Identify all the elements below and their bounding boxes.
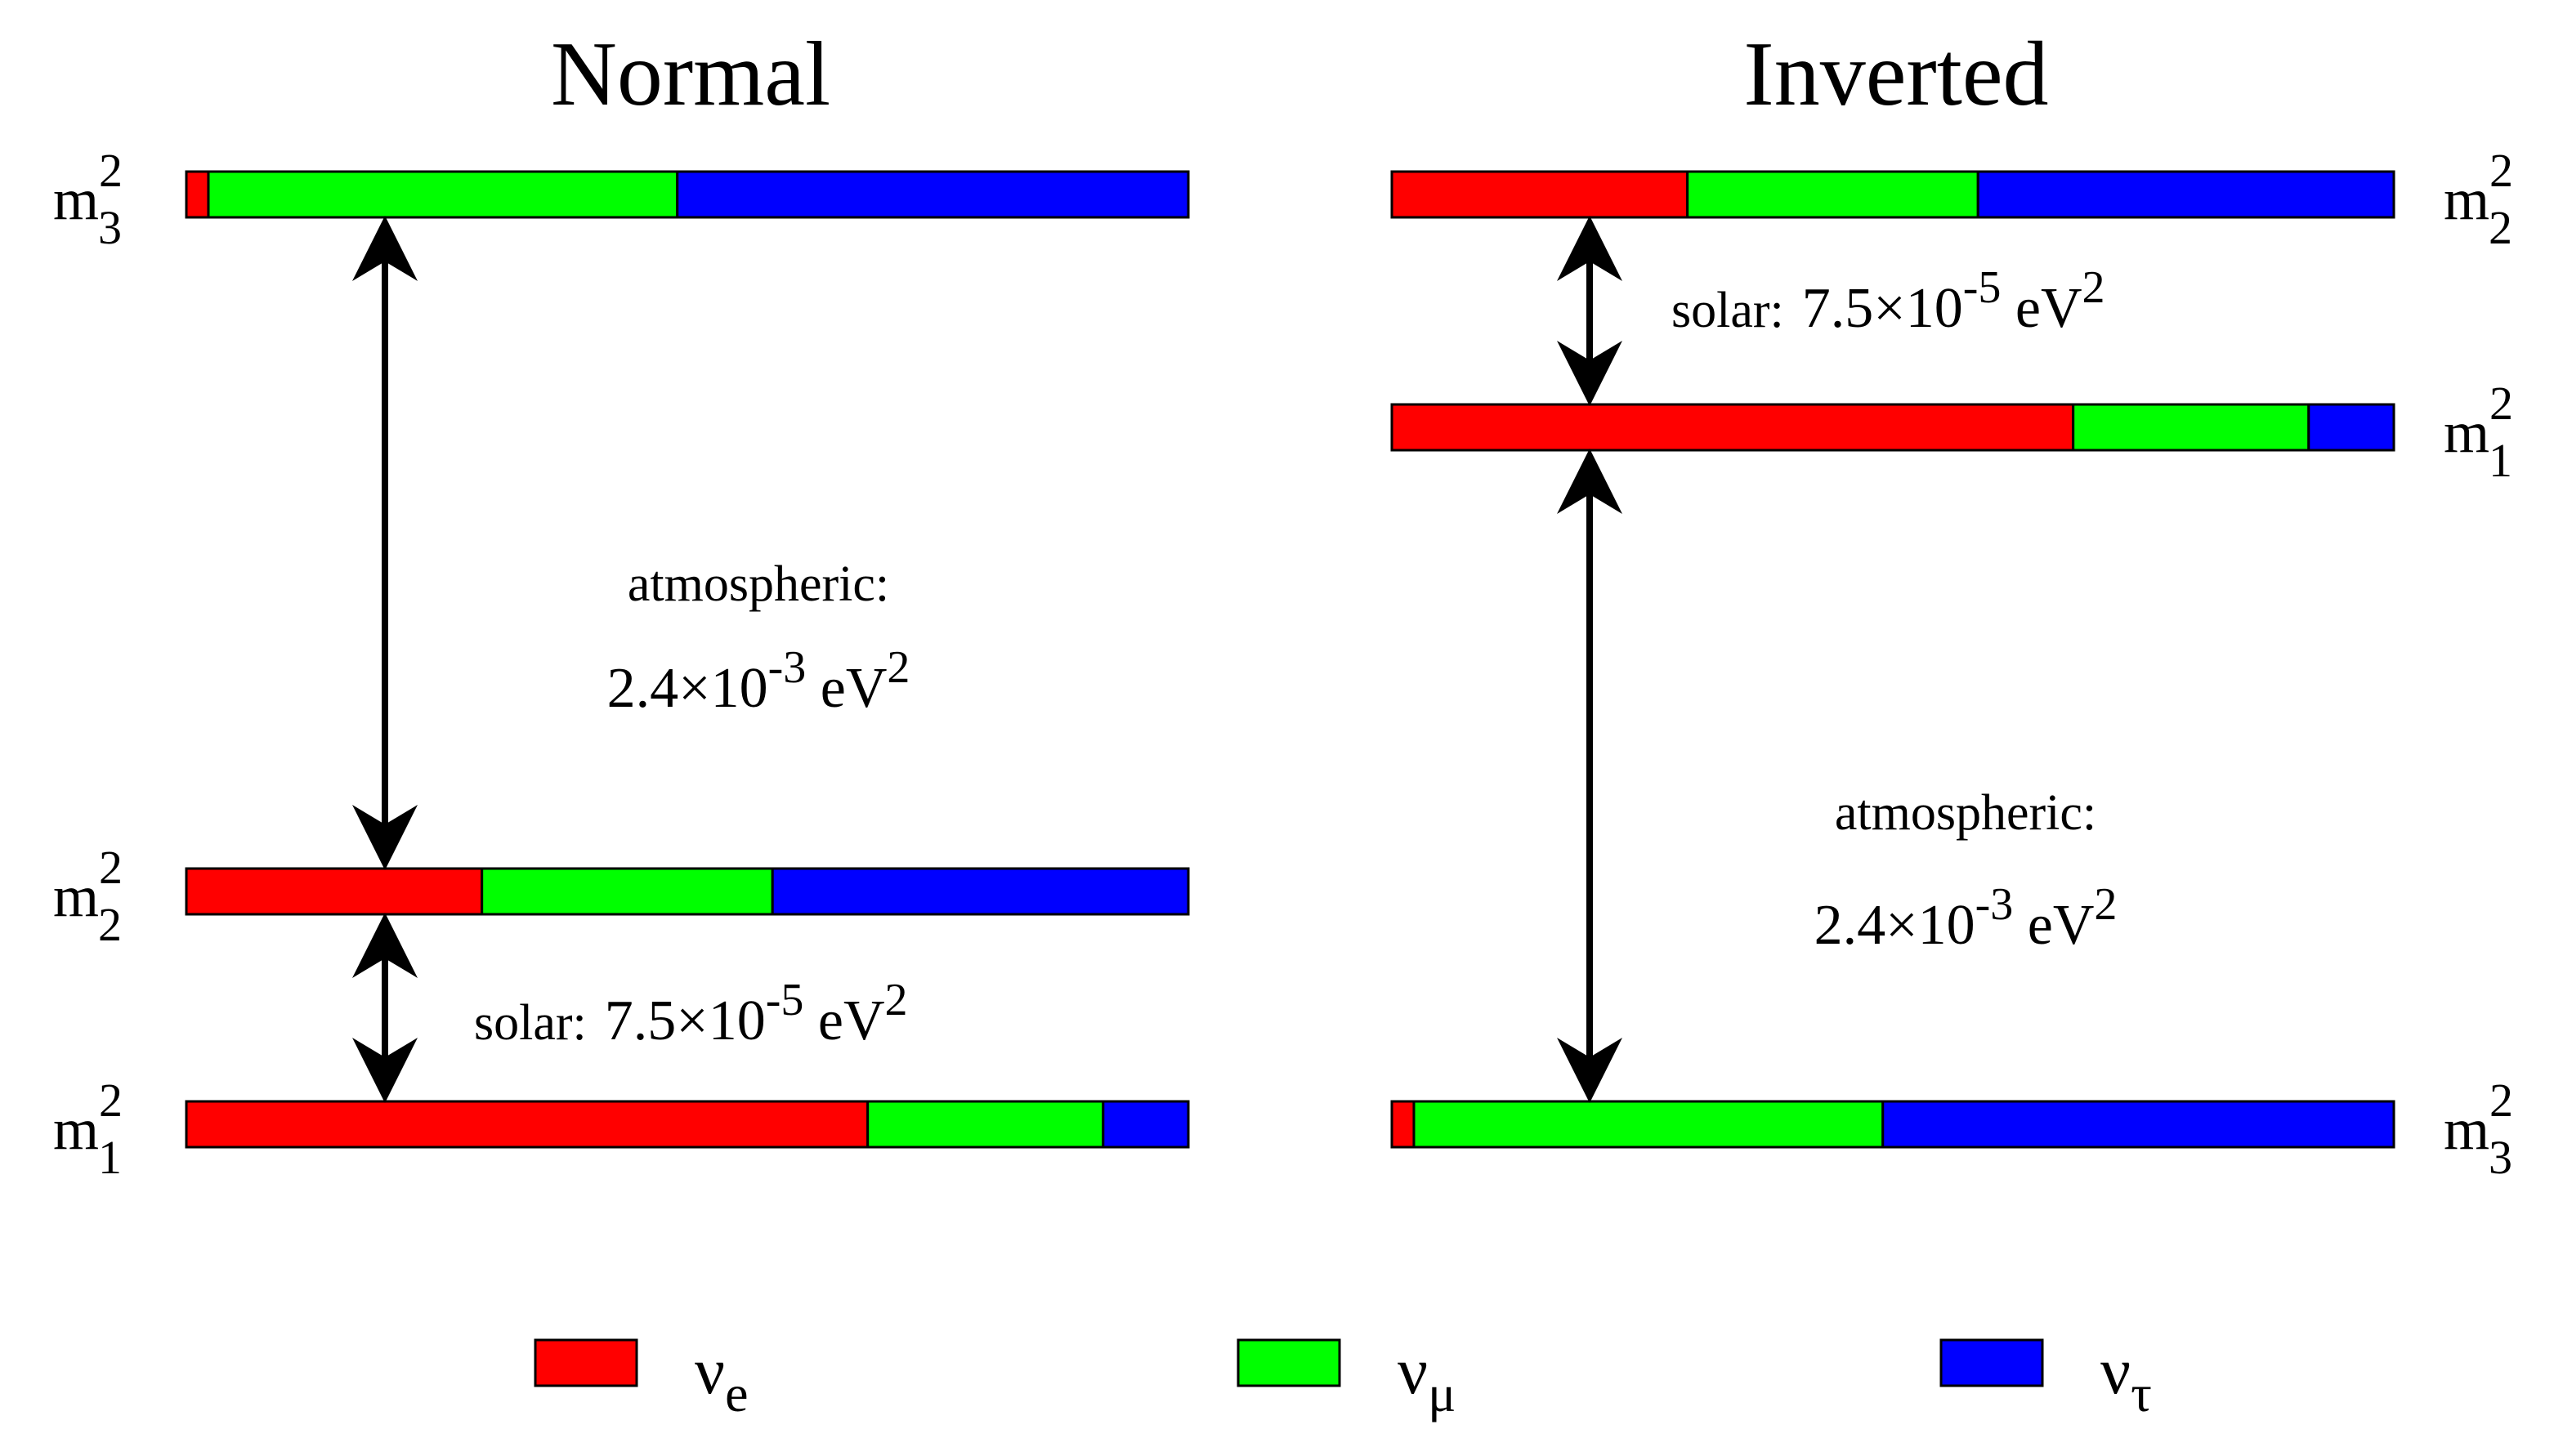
inverted-title: Inverted (1743, 24, 2048, 125)
normal-m3-nu-mu-segment (207, 170, 679, 219)
normal-solar-label: solar: 7.5×10-5 eV2 (474, 975, 908, 1052)
inverted-m1-label: m2 1 (2444, 377, 2513, 487)
normal-m2-nu-tau-segment (771, 867, 1190, 916)
legend-label-nu-tau: ντ (2100, 1333, 2152, 1423)
inverted-level-m1-bar (1390, 403, 2395, 452)
inverted-m2-nu-tau-segment (1976, 170, 2395, 219)
legend: νe νμ ντ (534, 1333, 2152, 1423)
normal-m1-label: m2 1 (53, 1074, 123, 1184)
legend-label-nu-mu: νμ (1398, 1333, 1456, 1423)
normal-m3-nu-tau-segment (676, 170, 1190, 219)
inverted-m3-nu-e-segment (1390, 1100, 1416, 1149)
normal-m1-nu-tau-segment (1102, 1100, 1190, 1149)
mass-level-labels: m2 3 m2 2 m2 1 m2 2 m2 1 m2 3 (53, 144, 2513, 1184)
mass-level-bars (185, 170, 2395, 1149)
normal-m1-nu-mu-segment (866, 1100, 1105, 1149)
inverted-level-m2-bar (1390, 170, 2395, 219)
splitting-arrows (352, 216, 1622, 1103)
inverted-atmospheric-label: atmospheric: (1835, 785, 2096, 841)
normal-m2-nu-e-segment (185, 867, 484, 916)
inverted-m3-label: m2 3 (2444, 1074, 2513, 1184)
normal-atmospheric-label: atmospheric: (628, 556, 889, 612)
normal-m3-label: m2 3 (53, 144, 123, 254)
inverted-atmospheric-value: 2.4×10-3 eV2 (1814, 879, 2118, 957)
normal-m1-nu-e-segment (185, 1100, 870, 1149)
normal-level-m3-bar (185, 170, 1190, 219)
green-swatch (1237, 1338, 1341, 1387)
red-swatch (534, 1338, 638, 1387)
inverted-m2-label: m2 2 (2444, 144, 2513, 254)
normal-title: Normal (551, 24, 830, 125)
inverted-level-m3-bar (1390, 1100, 2395, 1149)
blue-swatch (1939, 1338, 2044, 1387)
inverted-m3-nu-mu-segment (1412, 1100, 1885, 1149)
normal-level-m1-bar (185, 1100, 1190, 1149)
normal-atmospheric-value: 2.4×10-3 eV2 (607, 642, 910, 720)
inverted-m1-nu-e-segment (1390, 403, 2075, 452)
inverted-m1-nu-tau-segment (2307, 403, 2395, 452)
inverted-m3-nu-tau-segment (1881, 1100, 2395, 1149)
normal-m3-nu-e-segment (185, 170, 210, 219)
inverted-m2-nu-e-segment (1390, 170, 1689, 219)
normal-level-m2-bar (185, 867, 1190, 916)
inverted-solar-label: solar: 7.5×10-5 eV2 (1671, 262, 2105, 340)
inverted-m1-nu-mu-segment (2072, 403, 2310, 452)
inverted-m2-nu-mu-segment (1686, 170, 1979, 219)
normal-m2-nu-mu-segment (481, 867, 774, 916)
normal-m2-label: m2 2 (53, 841, 123, 951)
legend-label-nu-e: νe (695, 1333, 748, 1423)
